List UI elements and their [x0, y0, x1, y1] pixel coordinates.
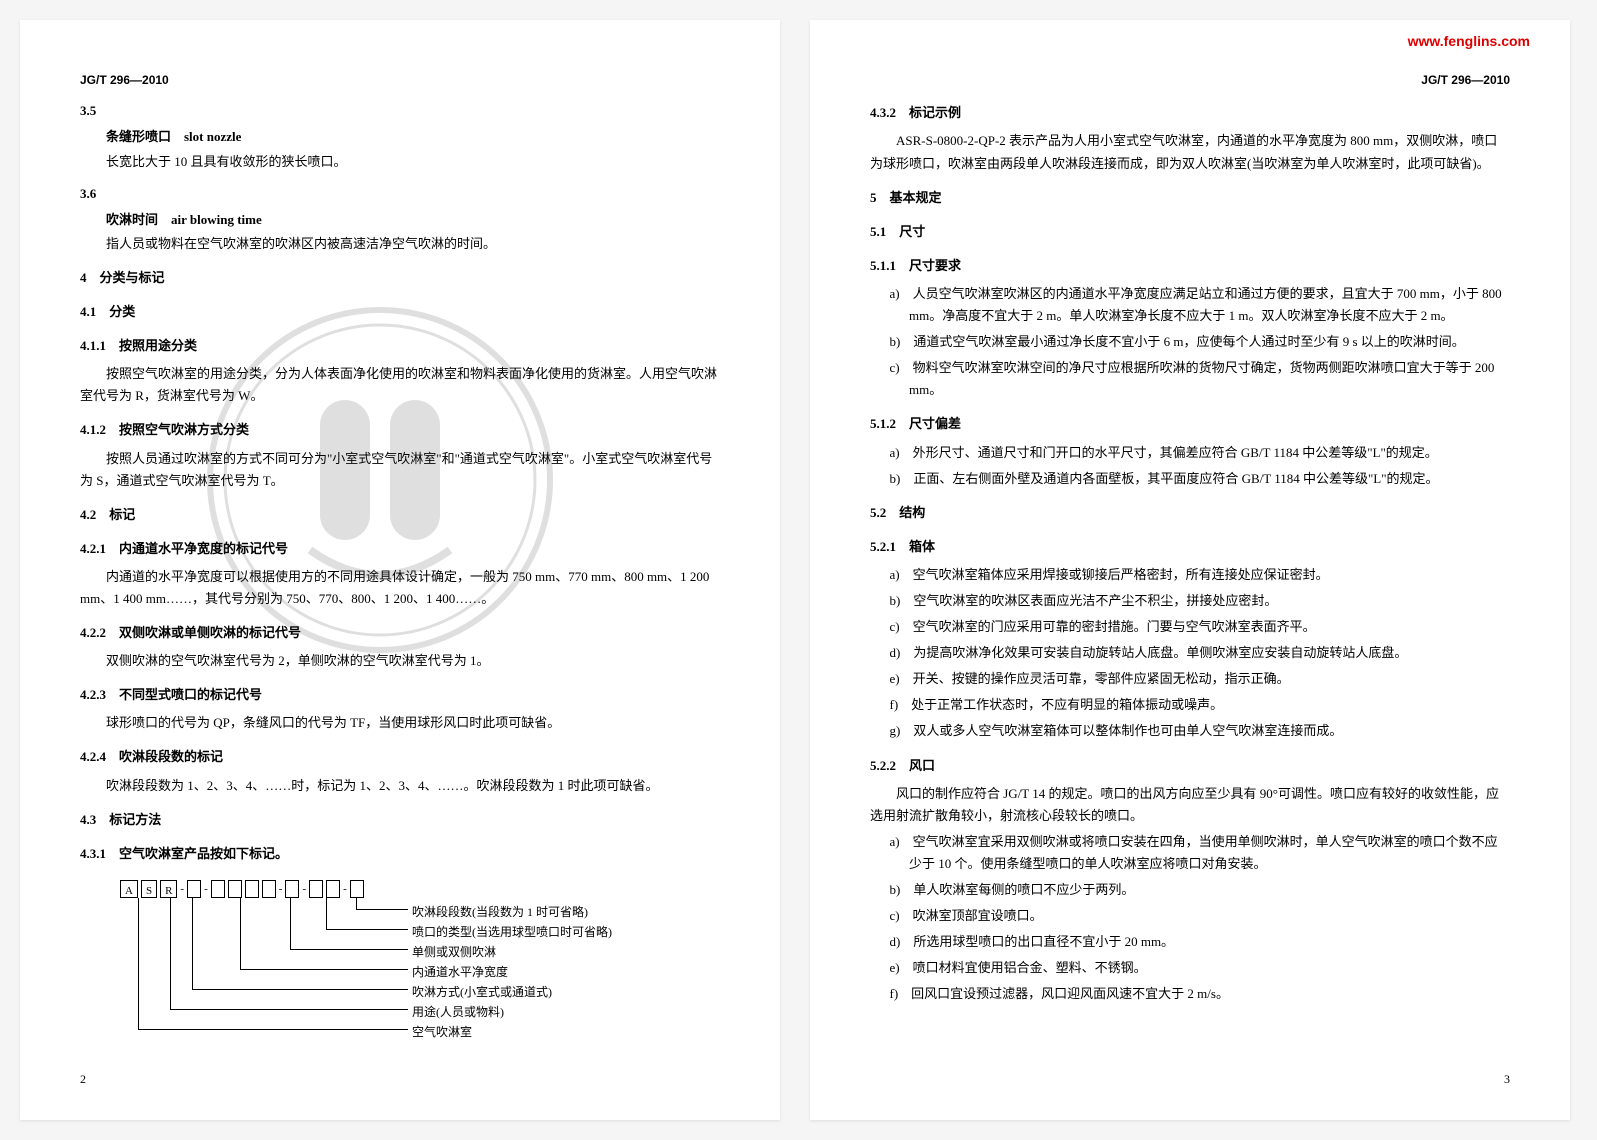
- item-5-2-1-d: d) 为提高吹淋净化效果可安装自动旋转站人底盘。单侧吹淋室应安装自动旋转站人底盘…: [870, 642, 1510, 664]
- diagram-box: R: [160, 880, 177, 898]
- item-5-2-2-d: d) 所选用球型喷口的出口直径不宜小于 20 mm。: [870, 931, 1510, 953]
- diagram-box: [187, 880, 201, 898]
- page-right: www.fenglins.com JG/T 296—2010 4.3.2 标记示…: [810, 20, 1570, 1120]
- diagram-box: [285, 880, 299, 898]
- para-4-3-2: ASR-S-0800-2-QP-2 表示产品为人用小室式空气吹淋室，内通道的水平…: [870, 130, 1510, 174]
- sec-4-1-2-title: 4.1.2 按照空气吹淋方式分类: [80, 419, 720, 441]
- item-5-2-2-b: b) 单人吹淋室每侧的喷口不应少于两列。: [870, 879, 1510, 901]
- item-5-2-1-a: a) 空气吹淋室箱体应采用焊接或铆接后严格密封，所有连接处应保证密封。: [870, 564, 1510, 586]
- item-5-2-2-f: f) 回风口宜设预过滤器，风口迎风面风速不宜大于 2 m/s。: [870, 983, 1510, 1005]
- sec-4-2-3-title: 4.2.3 不同型式喷口的标记代号: [80, 684, 720, 706]
- diagram-label: 喷口的类型(当选用球型喷口时可省略): [412, 922, 612, 942]
- para-4-2-1: 内通道的水平净宽度可以根据使用方的不同用途具体设计确定，一般为 750 mm、7…: [80, 566, 720, 610]
- diagram-box: S: [141, 880, 157, 898]
- para-4-1-2: 按照人员通过吹淋室的方式不同可分为"小室式空气吹淋室"和"通道式空气吹淋室"。小…: [80, 448, 720, 492]
- diagram-box: [326, 880, 340, 898]
- sec-3-6-num: 3.6: [80, 183, 720, 205]
- para-4-1-1: 按照空气吹淋室的用途分类，分为人体表面净化使用的吹淋室和物料表面净化使用的货淋室…: [80, 363, 720, 407]
- sec-5-1-1-title: 5.1.1 尺寸要求: [870, 255, 1510, 277]
- sec-4-2-1-title: 4.2.1 内通道水平净宽度的标记代号: [80, 538, 720, 560]
- item-5-1-1-c: c) 物料空气吹淋室吹淋空间的净尺寸应根据所吹淋的货物尺寸确定，货物两侧距吹淋喷…: [870, 357, 1510, 401]
- diagram-boxes-row: A S R - - - - -: [120, 880, 364, 899]
- item-5-2-2-c: c) 吹淋室顶部宜设喷口。: [870, 905, 1510, 927]
- item-5-2-1-g: g) 双人或多人空气吹淋室箱体可以整体制作也可由单人空气吹淋室连接而成。: [870, 720, 1510, 742]
- item-5-2-2-a: a) 空气吹淋室宜采用双侧吹淋或将喷口安装在四角，当使用单侧吹淋时，单人空气吹淋…: [870, 831, 1510, 875]
- sec-4-3-2-title: 4.3.2 标记示例: [870, 102, 1510, 124]
- diagram-sep: -: [180, 880, 184, 899]
- page-number-left: 2: [80, 1069, 86, 1089]
- item-5-1-1-a: a) 人员空气吹淋室吹淋区的内通道水平净宽度应满足站立和通过方便的要求，且宜大于…: [870, 283, 1510, 327]
- para-4-2-2: 双侧吹淋的空气吹淋室代号为 2，单侧吹淋的空气吹淋室代号为 1。: [80, 650, 720, 672]
- item-5-1-2-a: a) 外形尺寸、通道尺寸和门开口的水平尺寸，其偏差应符合 GB/T 1184 中…: [870, 442, 1510, 464]
- diagram-label: 吹淋段段数(当段数为 1 时可省略): [412, 902, 588, 922]
- diagram-box: [228, 880, 242, 898]
- para-4-2-3: 球形喷口的代号为 QP，条缝风口的代号为 TF，当使用球形风口时此项可缺省。: [80, 712, 720, 734]
- term-3-6: 吹淋时间 air blowing time: [80, 209, 720, 231]
- watermark-url: www.fenglins.com: [1408, 30, 1530, 54]
- marking-diagram: A S R - - - - - 吹淋段段数(当段数为 1 时可省略): [120, 880, 720, 1070]
- item-5-2-1-c: c) 空气吹淋室的门应采用可靠的密封措施。门要与空气吹淋室表面齐平。: [870, 616, 1510, 638]
- diagram-sep: -: [204, 880, 208, 899]
- sec-5-1-2-title: 5.1.2 尺寸偏差: [870, 413, 1510, 435]
- page-spread: JG/T 296—2010 3.5 条缝形喷口 slot nozzle 长宽比大…: [20, 20, 1577, 1120]
- sec-4-1-1-title: 4.1.1 按照用途分类: [80, 335, 720, 357]
- item-5-2-1-f: f) 处于正常工作状态时，不应有明显的箱体振动或噪声。: [870, 694, 1510, 716]
- sec-4-2-title: 4.2 标记: [80, 504, 720, 526]
- diagram-sep: -: [343, 880, 347, 899]
- sec-4-3-title: 4.3 标记方法: [80, 809, 720, 831]
- item-5-2-1-e: e) 开关、按键的操作应灵活可靠，零部件应紧固无松动，指示正确。: [870, 668, 1510, 690]
- diagram-sep: -: [302, 880, 306, 899]
- sec-3-5-num: 3.5: [80, 100, 720, 122]
- term-3-5: 条缝形喷口 slot nozzle: [80, 126, 720, 148]
- diagram-box: [211, 880, 225, 898]
- sec-5-2-title: 5.2 结构: [870, 502, 1510, 524]
- sec-4-2-4-title: 4.2.4 吹淋段段数的标记: [80, 746, 720, 768]
- sec-5-title: 5 基本规定: [870, 187, 1510, 209]
- sec-5-2-2-title: 5.2.2 风口: [870, 755, 1510, 777]
- para-4-2-4: 吹淋段段数为 1、2、3、4、……时，标记为 1、2、3、4、……。吹淋段段数为…: [80, 775, 720, 797]
- diagram-label: 单侧或双侧吹淋: [412, 942, 496, 962]
- para-5-2-2: 风口的制作应符合 JG/T 14 的规定。喷口的出风方向应至少具有 90°可调性…: [870, 783, 1510, 827]
- item-5-2-2-e: e) 喷口材料宜使用铝合金、塑料、不锈钢。: [870, 957, 1510, 979]
- diagram-box: [262, 880, 276, 898]
- diagram-box: A: [120, 880, 138, 898]
- page-number-right: 3: [1504, 1069, 1510, 1089]
- diagram-label: 空气吹淋室: [412, 1022, 472, 1042]
- diagram-label: 吹淋方式(小室式或通道式): [412, 982, 552, 1002]
- sec-5-1-title: 5.1 尺寸: [870, 221, 1510, 243]
- diagram-box: [309, 880, 323, 898]
- item-5-1-1-b: b) 通道式空气吹淋室最小通过净长度不宜小于 6 m，应使每个人通过时至少有 9…: [870, 331, 1510, 353]
- diagram-label: 内通道水平净宽度: [412, 962, 508, 982]
- diagram-sep: -: [279, 880, 283, 899]
- sec-4-1-title: 4.1 分类: [80, 301, 720, 323]
- diagram-box: [350, 880, 364, 898]
- sec-4-3-1-title: 4.3.1 空气吹淋室产品按如下标记。: [80, 843, 720, 865]
- doc-code-left: JG/T 296—2010: [80, 70, 720, 90]
- diagram-box: [245, 880, 259, 898]
- page-left: JG/T 296—2010 3.5 条缝形喷口 slot nozzle 长宽比大…: [20, 20, 780, 1120]
- doc-code-right: JG/T 296—2010: [870, 70, 1510, 90]
- item-5-1-2-b: b) 正面、左右侧面外壁及通道内各面壁板，其平面度应符合 GB/T 1184 中…: [870, 468, 1510, 490]
- sec-5-2-1-title: 5.2.1 箱体: [870, 536, 1510, 558]
- diagram-label: 用途(人员或物料): [412, 1002, 504, 1022]
- sec-4-2-2-title: 4.2.2 双侧吹淋或单侧吹淋的标记代号: [80, 622, 720, 644]
- def-3-6: 指人员或物料在空气吹淋室的吹淋区内被高速洁净空气吹淋的时间。: [80, 233, 720, 255]
- def-3-5: 长宽比大于 10 且具有收敛形的狭长喷口。: [80, 151, 720, 173]
- item-5-2-1-b: b) 空气吹淋室的吹淋区表面应光洁不产尘不积尘，拼接处应密封。: [870, 590, 1510, 612]
- sec-4-title: 4 分类与标记: [80, 267, 720, 289]
